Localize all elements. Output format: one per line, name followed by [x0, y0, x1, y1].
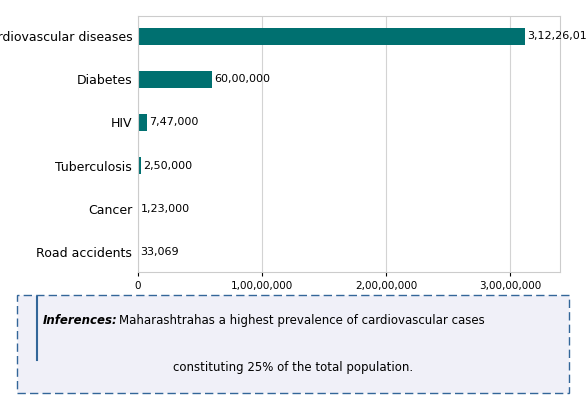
Text: 3,12,26,017: 3,12,26,017: [527, 31, 586, 41]
Text: Inferences:: Inferences:: [43, 314, 117, 326]
Bar: [138, 200, 139, 217]
Text: Maharashtrahas a highest prevalence of cardiovascular cases: Maharashtrahas a highest prevalence of c…: [118, 314, 485, 326]
Text: constituting 25% of the total population.: constituting 25% of the total population…: [173, 362, 413, 374]
Bar: [138, 157, 141, 174]
Text: 1,23,000: 1,23,000: [141, 204, 190, 214]
Bar: [138, 71, 212, 88]
Bar: [138, 114, 147, 131]
Text: 33,069: 33,069: [140, 247, 179, 257]
X-axis label: Total number of cases: Total number of cases: [276, 296, 421, 310]
Text: 2,50,000: 2,50,000: [142, 160, 192, 170]
FancyBboxPatch shape: [18, 295, 568, 393]
Text: 60,00,000: 60,00,000: [214, 74, 270, 84]
Text: 7,47,000: 7,47,000: [149, 118, 198, 128]
Bar: [138, 28, 525, 45]
